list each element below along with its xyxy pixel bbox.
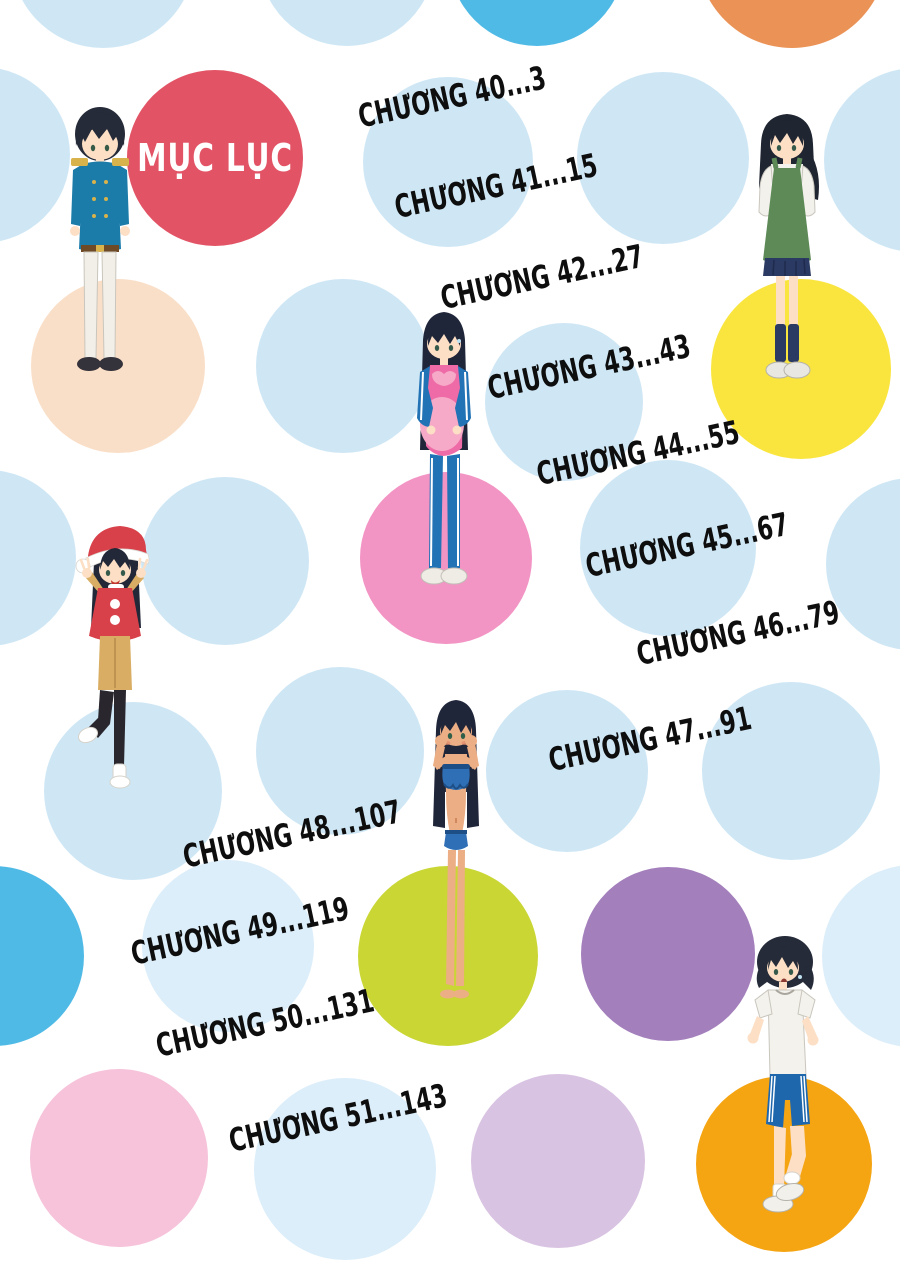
uniform-boy-illustration [70, 107, 130, 371]
polka-dot [142, 860, 314, 1032]
santa-girl-illustration [75, 526, 150, 789]
polka-dot [11, 0, 195, 48]
polka-dot [471, 1074, 645, 1248]
character-santa-girl [58, 516, 170, 794]
apron-girl-illustration [758, 114, 819, 379]
polka-dot [363, 77, 533, 247]
pregnant-girl-illustration [417, 312, 471, 585]
character-pregnant-girl [392, 308, 496, 594]
polka-dot [127, 70, 303, 246]
running-girl-illustration [747, 936, 819, 1213]
character-apron-girl [728, 108, 846, 392]
polka-dot [485, 323, 643, 481]
polka-dot [577, 72, 749, 244]
character-swimsuit-girl [404, 694, 504, 1012]
polka-dot [580, 460, 756, 636]
polka-dot [0, 866, 84, 1046]
polka-dot [141, 477, 309, 645]
polka-dot [360, 472, 532, 644]
polka-dot [44, 702, 222, 880]
character-running-girl [724, 924, 850, 1232]
polka-dot [256, 667, 424, 835]
polka-dot [697, 0, 887, 48]
polka-dot [702, 682, 880, 860]
polka-dot [256, 279, 430, 453]
character-uniform-boy [50, 104, 150, 376]
swimsuit-girl-illustration [433, 700, 479, 999]
polka-dot [449, 0, 625, 46]
polka-dot [254, 1078, 436, 1260]
polka-dot [30, 1069, 208, 1247]
polka-dot [581, 867, 755, 1041]
page-title: MỤC LỤC [137, 136, 293, 180]
polka-dot [259, 0, 435, 46]
polka-dot [486, 690, 648, 852]
